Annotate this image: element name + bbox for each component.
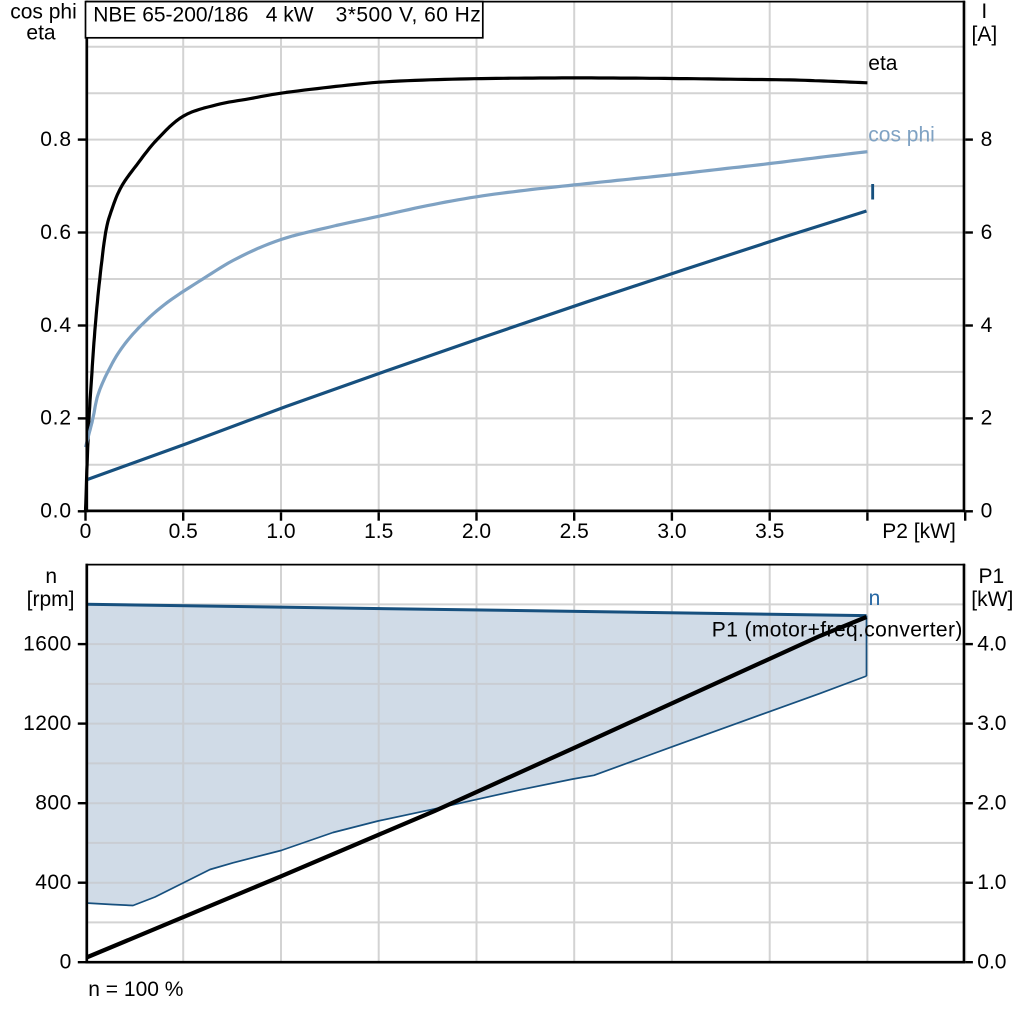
svg-text:4: 4 — [981, 314, 993, 337]
svg-text:0.2: 0.2 — [40, 407, 72, 430]
svg-text:I: I — [981, 0, 987, 23]
svg-text:1.0: 1.0 — [266, 520, 295, 543]
svg-text:0: 0 — [981, 500, 993, 523]
svg-text:eta: eta — [26, 22, 56, 45]
svg-text:P1: P1 — [978, 565, 1004, 588]
svg-text:4.0: 4.0 — [977, 632, 1006, 655]
svg-text:I: I — [870, 181, 876, 204]
svg-text:P2 [kW]: P2 [kW] — [882, 520, 956, 543]
svg-text:P1 (motor+freq.converter): P1 (motor+freq.converter) — [712, 619, 963, 642]
svg-text:2.0: 2.0 — [977, 791, 1006, 814]
svg-text:0.4: 0.4 — [40, 314, 72, 337]
svg-text:0: 0 — [60, 951, 72, 974]
svg-text:0.6: 0.6 — [40, 221, 72, 244]
svg-text:n: n — [45, 565, 57, 588]
svg-text:3.0: 3.0 — [657, 520, 686, 543]
svg-text:3*500 V, 60 Hz: 3*500 V, 60 Hz — [336, 4, 482, 27]
svg-text:cos phi: cos phi — [10, 0, 77, 23]
svg-text:3.5: 3.5 — [755, 520, 784, 543]
svg-text:0.0: 0.0 — [977, 951, 1006, 974]
svg-text:1200: 1200 — [23, 712, 72, 735]
svg-text:NBE 65-200/186: NBE 65-200/186 — [93, 4, 248, 27]
svg-text:1600: 1600 — [23, 632, 72, 655]
svg-text:1.5: 1.5 — [364, 520, 393, 543]
svg-text:800: 800 — [35, 791, 72, 814]
svg-text:0: 0 — [80, 520, 92, 543]
svg-text:n = 100 %: n = 100 % — [88, 978, 183, 1001]
svg-text:1.0: 1.0 — [977, 871, 1006, 894]
svg-text:2.0: 2.0 — [462, 520, 491, 543]
svg-text:2: 2 — [981, 407, 993, 430]
svg-text:6: 6 — [981, 221, 993, 244]
svg-text:[rpm]: [rpm] — [27, 588, 75, 611]
svg-text:[A]: [A] — [972, 23, 998, 46]
svg-text:0.5: 0.5 — [169, 520, 198, 543]
svg-text:4 kW: 4 kW — [266, 4, 314, 27]
svg-text:[kW]: [kW] — [971, 588, 1013, 611]
svg-text:0.0: 0.0 — [40, 500, 72, 523]
svg-text:3.0: 3.0 — [977, 712, 1006, 735]
svg-text:0.8: 0.8 — [40, 128, 72, 151]
svg-text:400: 400 — [35, 871, 72, 894]
svg-text:8: 8 — [981, 128, 993, 151]
svg-text:2.5: 2.5 — [560, 520, 589, 543]
svg-text:n: n — [869, 587, 881, 610]
svg-text:eta: eta — [868, 52, 898, 75]
svg-text:cos phi: cos phi — [868, 123, 935, 146]
